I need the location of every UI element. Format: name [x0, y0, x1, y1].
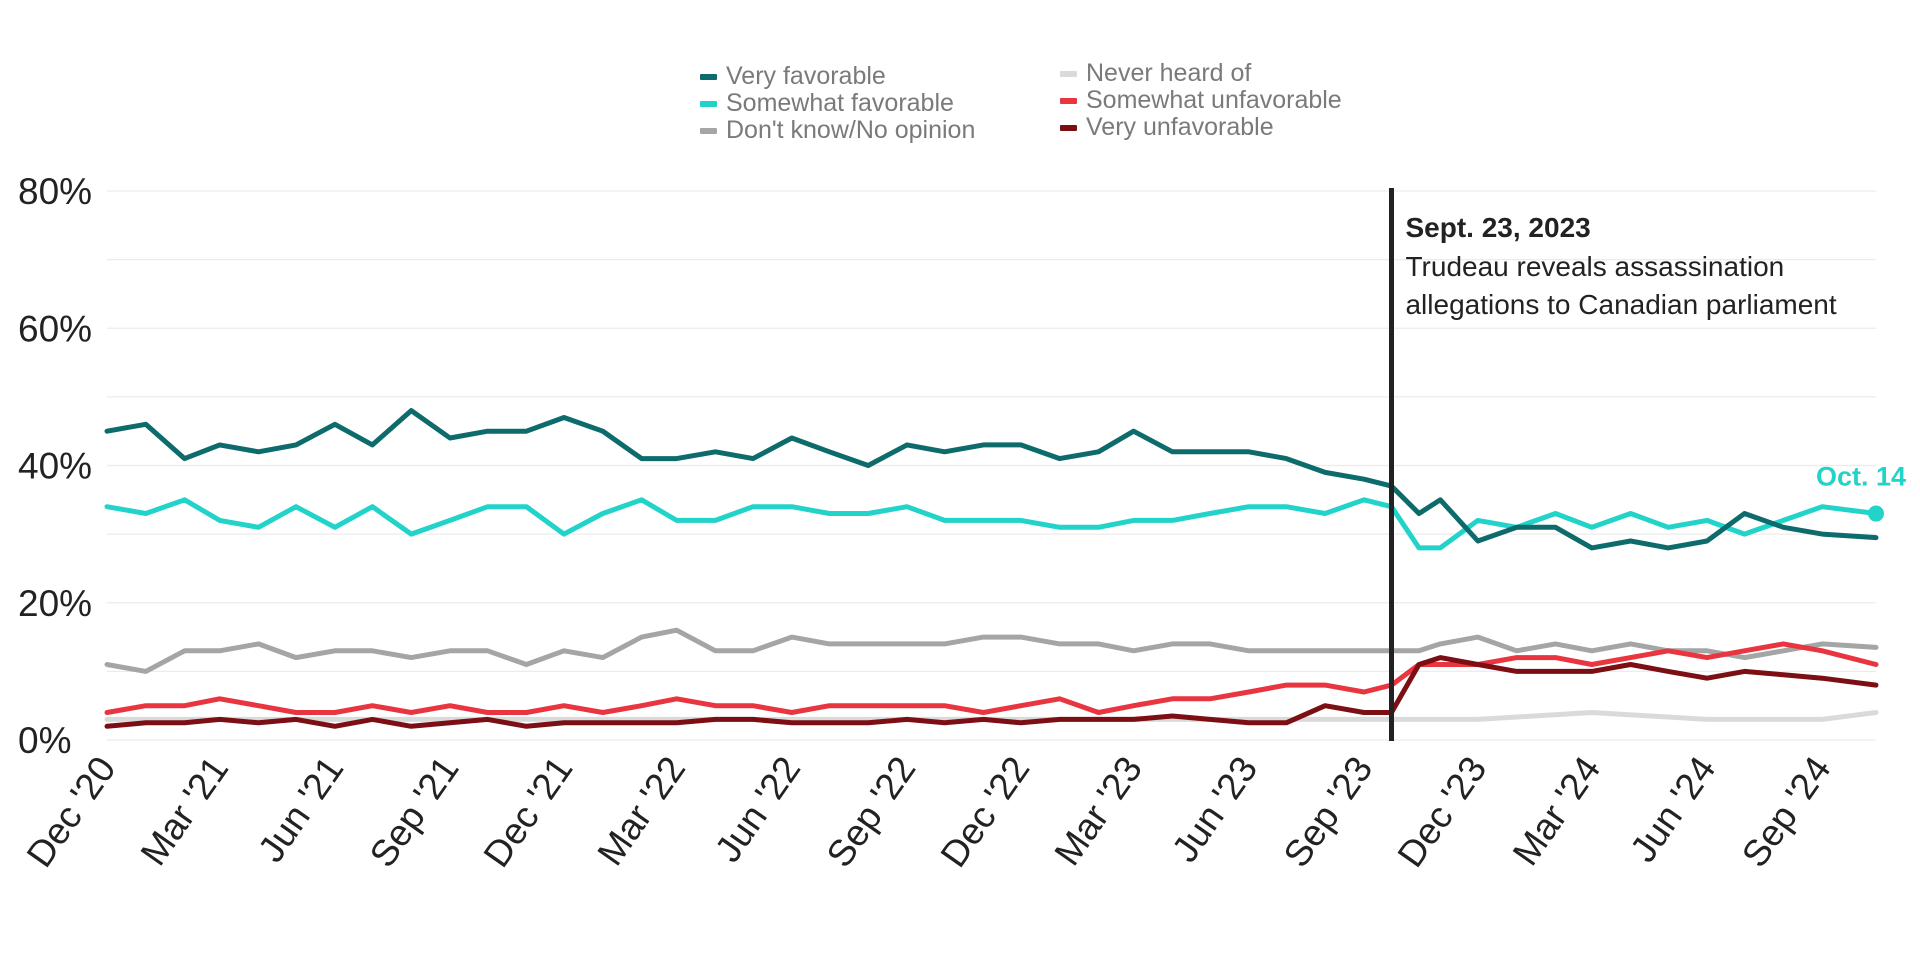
x-tick-label: Dec '22 [933, 749, 1038, 874]
legend-swatch-dont-know [700, 127, 717, 134]
x-tick-label: Dec '20 [19, 749, 124, 874]
end-point-label: Oct. 14 [1816, 462, 1906, 492]
legend-item-very-favorable: Very favorable [700, 62, 886, 91]
series-line-very-unfavorable [104, 655, 1879, 729]
legend-item-very-unfavorable: Very unfavorable [1060, 113, 1274, 142]
legend-swatch-never-heard [1060, 70, 1077, 77]
legend-label: Very favorable [726, 62, 886, 90]
y-tick-label: 60% [18, 308, 92, 349]
x-tick-label: Jun '21 [250, 749, 351, 869]
x-tick-label: Dec '23 [1390, 749, 1495, 874]
legend-swatch-somewhat-unfavorable [1060, 97, 1077, 104]
x-tick-label: Sep '21 [362, 749, 467, 874]
legend-item-dont-know: Don't know/No opinion [700, 116, 975, 145]
series-line-don-t-know-no-opinion [104, 627, 1879, 674]
x-tick-label: Jun '23 [1164, 749, 1265, 869]
annotation-title: Sept. 23, 2023 [1405, 212, 1590, 243]
chart-legend: Very favorable Somewhat favorable Don't … [700, 59, 1420, 152]
y-axis-ticks: 0% 20% 40% 60% 80% [18, 171, 92, 761]
x-tick-label: Mar '22 [589, 749, 693, 873]
x-tick-label: Mar '21 [133, 749, 237, 873]
legend-item-somewhat-favorable: Somewhat favorable [700, 89, 954, 118]
annotation-text-line-2: allegations to Canadian parliament [1405, 289, 1836, 320]
series-line-very-favorable [104, 408, 1879, 551]
x-tick-label: Mar '23 [1046, 749, 1150, 873]
x-tick-label: Sep '23 [1276, 749, 1381, 874]
y-tick-label: 80% [18, 171, 92, 212]
end-point-dot [1868, 505, 1884, 522]
series-lines [104, 408, 1879, 729]
x-tick-label: Sep '24 [1734, 749, 1839, 874]
y-tick-label: 20% [18, 583, 92, 624]
x-tick-label: Dec '21 [476, 749, 581, 874]
legend-swatch-very-unfavorable [1060, 124, 1077, 131]
legend-label: Somewhat favorable [726, 89, 954, 117]
series-line-somewhat-favorable [104, 497, 1879, 551]
series-line-somewhat-unfavorable [104, 641, 1879, 715]
x-tick-label: Sep '22 [819, 749, 924, 874]
legend-label: Very unfavorable [1086, 113, 1274, 141]
x-tick-label: Jun '22 [707, 749, 808, 869]
legend-label: Somewhat unfavorable [1086, 86, 1342, 114]
y-tick-label: 0% [18, 720, 71, 761]
y-tick-label: 40% [18, 446, 92, 487]
x-tick-label: Jun '24 [1622, 749, 1723, 869]
event-annotation: Sept. 23, 2023 Trudeau reveals assassina… [1388, 188, 1837, 741]
end-marker: Oct. 14 [1816, 462, 1906, 522]
legend-swatch-somewhat-favorable [700, 100, 717, 107]
annotation-text-line-1: Trudeau reveals assassination [1405, 251, 1784, 282]
legend-swatch-very-favorable [700, 73, 717, 80]
legend-label: Don't know/No opinion [726, 116, 976, 144]
legend-label: Never heard of [1086, 59, 1252, 87]
x-tick-label: Mar '24 [1505, 749, 1609, 873]
legend-item-never-heard: Never heard of [1060, 59, 1251, 88]
x-axis-ticks: Dec '20 Mar '21 Jun '21 Sep '21 Dec '21 Mar '… [19, 749, 1839, 874]
legend-item-somewhat-unfavorable: Somewhat unfavorable [1060, 86, 1342, 115]
